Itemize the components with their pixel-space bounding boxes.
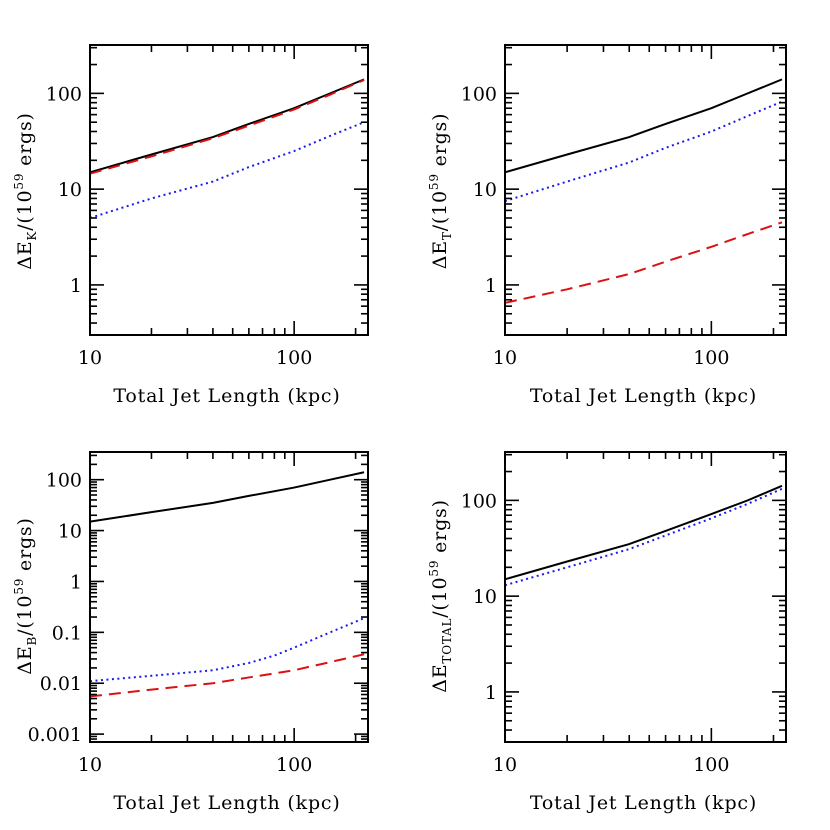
- y-label-tail: /(10: [429, 190, 451, 231]
- y-label-sub: B: [25, 636, 39, 646]
- x-tick-label: 10: [78, 754, 102, 776]
- y-axis-label: ΔETOTAL/(1059 ergs): [427, 499, 454, 693]
- y-tick-label: 1: [70, 275, 82, 297]
- x-tick-label: 100: [276, 347, 312, 369]
- series-line-solid: [504, 78, 783, 174]
- series-line-solid: [89, 78, 365, 174]
- series-line-solid: [89, 471, 365, 523]
- x-tick-label: 10: [493, 347, 517, 369]
- svg-text:ΔET/(1059 ergs): ΔET/(1059 ergs): [427, 113, 454, 270]
- y-label-tail: /(10: [14, 595, 36, 636]
- x-axis-label: Total Jet Length (kpc): [530, 385, 757, 407]
- y-tick-label: 10: [473, 179, 497, 201]
- plot-frame: [89, 44, 369, 336]
- svg-text:ΔEB/(1059 ergs): ΔEB/(1059 ergs): [12, 517, 39, 674]
- y-tick-label: 0.01: [40, 673, 82, 695]
- y-label-tail: /(10: [429, 577, 451, 618]
- panel-magnetic: 10 100 0.001 0.01 0.1 1 10 100 Total Jet Length …: [12, 451, 369, 814]
- y-label-exp: 59: [12, 578, 26, 595]
- x-tick-label: 10: [493, 754, 517, 776]
- panel-total: 10 100 1 10 100 Total Jet Length (kpc) ΔETOTAL…: [427, 451, 787, 814]
- y-tick-label: 1: [485, 275, 497, 297]
- series-line-dashed: [89, 79, 365, 175]
- y-tick-label: 10: [58, 521, 82, 543]
- panel-kinetic: 10 100 1 10 100 Total Jet Length (kpc) ΔEK/(10…: [12, 44, 369, 407]
- series-line-dotted: [89, 121, 365, 219]
- y-label-unit: ergs): [14, 517, 36, 578]
- y-tick-label: 1: [70, 571, 82, 593]
- plot-frame: [504, 44, 787, 336]
- y-label-unit: ergs): [14, 112, 36, 173]
- y-label-main: ΔE: [429, 664, 451, 693]
- y-axis-label: ΔEB/(1059 ergs): [12, 517, 39, 674]
- y-label-sub: TOTAL: [440, 618, 454, 664]
- y-axis-label: ΔEK/(1059 ergs): [12, 112, 39, 270]
- series-line-dotted: [89, 617, 365, 683]
- x-tick-label: 100: [693, 347, 729, 369]
- y-label-sub: T: [440, 231, 454, 240]
- panel-thermal: 10 100 1 10 100 Total Jet Length (kpc) ΔET/(10…: [427, 44, 787, 407]
- y-label-main: ΔE: [14, 241, 36, 270]
- x-axis-label: Total Jet Length (kpc): [530, 792, 757, 814]
- y-label-exp: 59: [427, 560, 441, 577]
- y-label-sub: K: [25, 231, 39, 241]
- y-label-main: ΔE: [429, 240, 451, 269]
- x-tick-label: 10: [78, 347, 102, 369]
- series-line-dotted: [504, 100, 783, 203]
- x-axis-label: Total Jet Length (kpc): [113, 385, 340, 407]
- y-tick-label: 0.1: [52, 622, 82, 644]
- x-axis-label: Total Jet Length (kpc): [113, 792, 340, 814]
- y-axis-label: ΔET/(1059 ergs): [427, 113, 454, 270]
- y-label-exp: 59: [427, 173, 441, 190]
- y-tick-label: 100: [46, 83, 82, 105]
- plot-frame: [504, 451, 787, 743]
- series-line-dashed: [504, 221, 783, 304]
- y-label-main: ΔE: [14, 646, 36, 675]
- y-tick-label: 0.001: [28, 724, 82, 746]
- y-tick-label: 100: [46, 470, 82, 492]
- y-tick-label: 10: [58, 179, 82, 201]
- y-tick-label: 10: [473, 586, 497, 608]
- plot-frame: [89, 451, 369, 743]
- x-tick-label: 100: [693, 754, 729, 776]
- y-tick-label: 100: [461, 490, 497, 512]
- series-line-solid: [504, 484, 783, 581]
- series-line-dashed: [89, 653, 365, 698]
- svg-text:ΔETOTAL/(1059 ergs): ΔETOTAL/(1059 ergs): [427, 499, 454, 693]
- y-label-exp: 59: [12, 173, 26, 190]
- y-tick-label: 1: [485, 682, 497, 704]
- y-label-tail: /(10: [14, 190, 36, 231]
- y-label-unit: ergs): [429, 113, 451, 174]
- x-tick-label: 100: [276, 754, 312, 776]
- y-label-unit: ergs): [429, 499, 451, 560]
- svg-text:ΔEK/(1059 ergs): ΔEK/(1059 ergs): [12, 112, 39, 270]
- y-tick-label: 100: [461, 83, 497, 105]
